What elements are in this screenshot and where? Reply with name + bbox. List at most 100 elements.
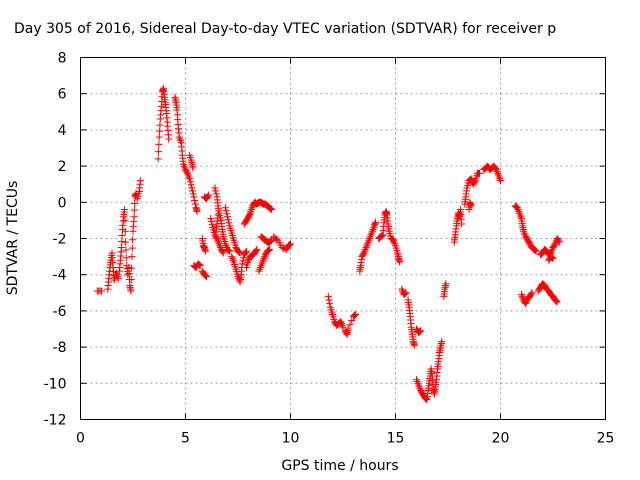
data-point bbox=[224, 216, 232, 224]
data-point bbox=[225, 247, 233, 255]
data-point bbox=[175, 133, 183, 141]
data-point bbox=[235, 248, 243, 256]
data-point bbox=[369, 225, 377, 233]
data-point bbox=[235, 248, 243, 256]
data-point bbox=[351, 311, 359, 319]
x-tick-label: 25 bbox=[597, 431, 615, 447]
data-point bbox=[390, 238, 398, 246]
data-point bbox=[532, 247, 539, 255]
data-point bbox=[264, 247, 272, 255]
data-point bbox=[364, 238, 372, 246]
data-point bbox=[128, 244, 136, 252]
data-point bbox=[413, 377, 421, 385]
data-point bbox=[389, 236, 397, 244]
data-point bbox=[548, 253, 556, 261]
data-point bbox=[240, 254, 248, 262]
data-point bbox=[325, 296, 333, 304]
data-point bbox=[492, 166, 500, 174]
data-point bbox=[548, 254, 556, 262]
data-point bbox=[179, 160, 187, 168]
data-point bbox=[324, 292, 332, 300]
data-point bbox=[207, 218, 215, 226]
data-point bbox=[156, 121, 164, 129]
data-point bbox=[121, 216, 129, 224]
data-point bbox=[414, 379, 422, 387]
data-point bbox=[416, 327, 424, 335]
data-point bbox=[181, 164, 189, 172]
data-point bbox=[531, 246, 539, 254]
data-point bbox=[214, 236, 222, 244]
data-point bbox=[122, 238, 130, 246]
data-point bbox=[223, 210, 231, 218]
data-point bbox=[492, 165, 500, 173]
data-point bbox=[156, 127, 164, 135]
data-point bbox=[266, 204, 274, 212]
data-point bbox=[415, 328, 423, 336]
data-point bbox=[471, 178, 479, 186]
data-point bbox=[532, 247, 540, 255]
data-point bbox=[189, 190, 197, 198]
data-point bbox=[242, 248, 250, 256]
data-point bbox=[370, 224, 378, 232]
data-point bbox=[350, 312, 358, 320]
data-point bbox=[195, 260, 203, 268]
data-point bbox=[261, 253, 269, 261]
data-point bbox=[346, 321, 354, 329]
data-point bbox=[201, 247, 209, 255]
data-point bbox=[367, 231, 375, 239]
data-point bbox=[155, 140, 163, 148]
data-point bbox=[521, 231, 529, 239]
x-tick-label: 0 bbox=[76, 431, 85, 447]
y-tick-labels: -12 -10 -8 -6 -4 -2 0 2 4 6 8 bbox=[44, 51, 67, 429]
data-point bbox=[211, 184, 219, 192]
data-point bbox=[555, 237, 563, 245]
data-point bbox=[363, 242, 371, 250]
data-point bbox=[202, 272, 210, 280]
data-point bbox=[267, 237, 275, 245]
data-point bbox=[402, 289, 410, 297]
data-point bbox=[467, 175, 475, 183]
data-point bbox=[267, 205, 275, 213]
data-point bbox=[114, 273, 122, 281]
data-point bbox=[130, 213, 138, 221]
data-point bbox=[438, 338, 446, 346]
data-point bbox=[236, 249, 244, 257]
data-point bbox=[122, 254, 130, 262]
data-point bbox=[339, 323, 347, 331]
data-point bbox=[415, 383, 423, 391]
y-tick-label: -12 bbox=[44, 413, 67, 429]
data-point bbox=[127, 276, 135, 284]
data-point bbox=[248, 204, 256, 212]
data-point bbox=[235, 276, 243, 284]
data-point bbox=[494, 171, 502, 179]
data-point bbox=[177, 137, 185, 145]
data-point bbox=[118, 238, 126, 246]
data-point bbox=[372, 218, 380, 226]
data-point bbox=[239, 257, 247, 265]
data-point bbox=[362, 244, 370, 252]
data-point bbox=[222, 207, 230, 215]
data-point bbox=[204, 192, 212, 200]
data-point bbox=[187, 181, 195, 189]
data-point bbox=[410, 341, 418, 349]
data-point bbox=[520, 227, 528, 235]
data-point bbox=[417, 327, 425, 335]
data-point bbox=[219, 248, 227, 256]
data-point bbox=[122, 246, 130, 254]
data-point bbox=[265, 246, 273, 254]
data-point bbox=[476, 169, 483, 177]
data-point bbox=[391, 240, 399, 248]
data-point bbox=[221, 204, 229, 212]
data-point bbox=[338, 320, 346, 328]
data-point bbox=[549, 254, 557, 262]
x-axis-title: GPS time / hours bbox=[281, 458, 398, 474]
data-point bbox=[553, 298, 561, 306]
data-point bbox=[212, 187, 220, 195]
data-point bbox=[422, 394, 430, 402]
data-point bbox=[226, 247, 234, 255]
x-tick-label: 5 bbox=[181, 431, 190, 447]
data-point bbox=[183, 168, 191, 176]
data-point bbox=[155, 133, 163, 141]
data-point bbox=[548, 245, 556, 253]
data-point bbox=[214, 211, 222, 219]
